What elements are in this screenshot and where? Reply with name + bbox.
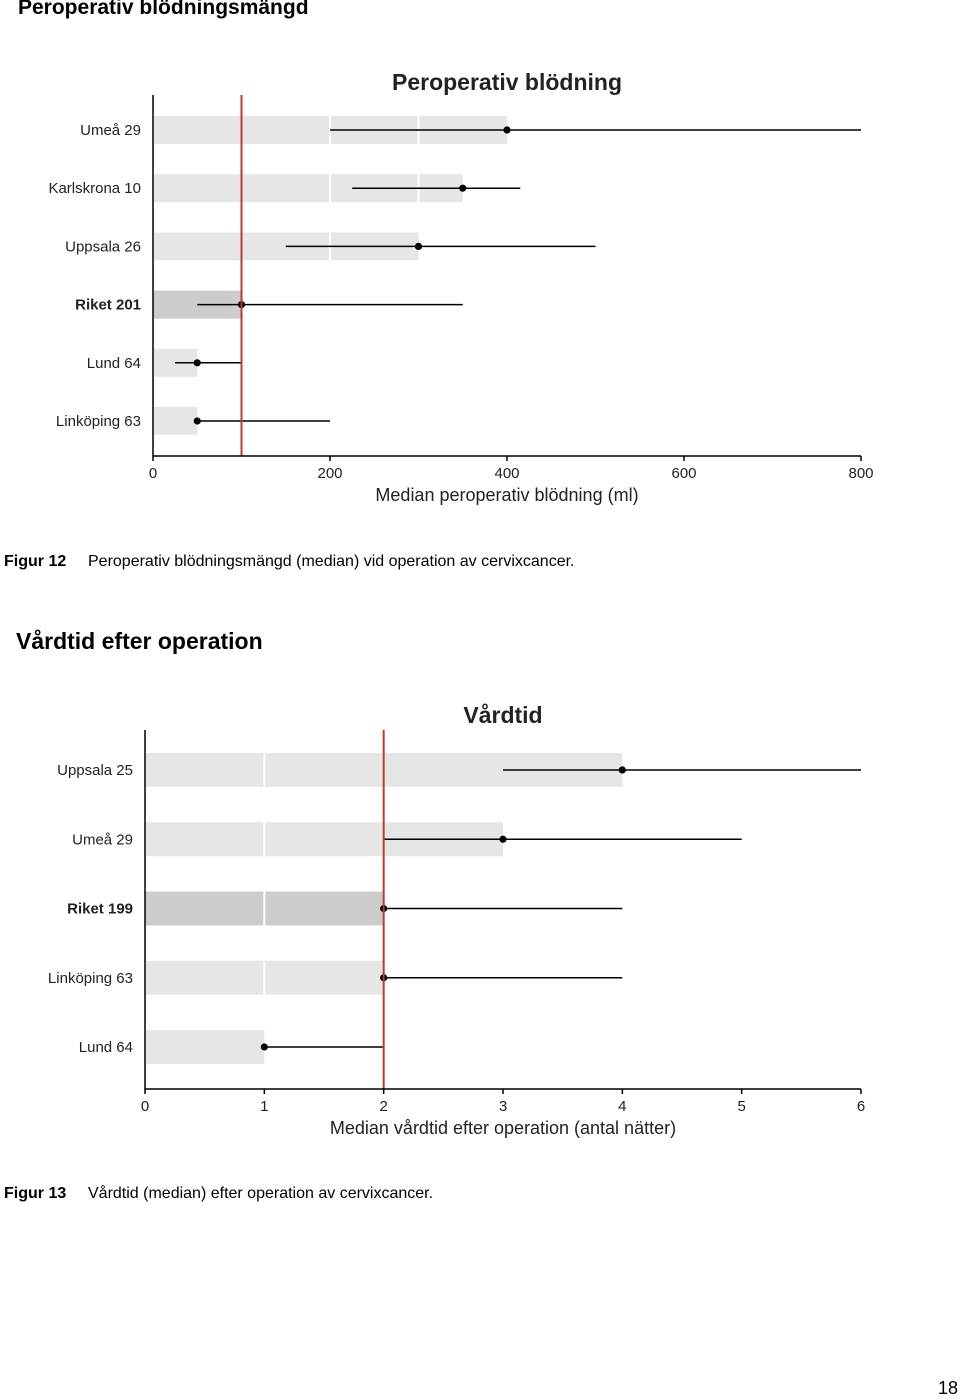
x-tick-label: 3 [499,1098,507,1115]
x-axis-label: Median vårdtid efter operation (antal nä… [330,1118,676,1138]
x-tick-label: 2 [379,1098,387,1115]
category-label: Linköping 63 [48,970,133,987]
chart-title: Peroperativ blödning [392,69,622,95]
data-point [260,1043,268,1051]
length-of-stay-chart: Vårdtid Uppsala 25 Umeå 29 Riket 199 Linköpi… [48,702,865,1138]
x-tick-label: 0 [149,465,157,482]
category-label: Umeå 29 [80,122,141,139]
figure-13-caption: Figur 13 Vårdtid (median) efter operation… [4,1185,433,1203]
data-point [193,417,201,425]
x-tick-label: 1 [260,1098,268,1115]
figure-12-label: Figur 12 [4,553,67,570]
section-heading-bleeding: Peroperativ blödningsmängd [18,0,309,19]
data-point [618,766,626,774]
bar [145,1030,265,1064]
figure-13-text: Vårdtid (median) efter operation av cerv… [88,1185,434,1202]
bleeding-chart: Peroperativ blödning Umeå 29 Karlskrona 10… [48,69,873,505]
category-label: Riket 199 [67,901,133,918]
x-tick-label: 200 [317,465,342,482]
x-axis-label: Median peroperativ blödning (ml) [375,485,638,505]
data-point [459,184,467,192]
x-tick-label: 400 [494,465,519,482]
category-label: Karlskrona 10 [48,180,141,197]
x-tick-label: 6 [857,1098,865,1115]
bar [153,407,198,435]
data-point [503,126,511,134]
category-label: Lund 64 [87,355,141,372]
data-point [499,835,507,843]
figure-12-text: Peroperativ blödningsmängd (median) vid … [88,553,575,570]
x-tick-label: 600 [671,465,696,482]
data-point [414,242,423,250]
category-label: Riket 201 [75,297,141,314]
page-number: 18 [937,1378,958,1398]
chart-title: Vårdtid [463,702,542,728]
figure-12-caption: Figur 12 Peroperativ blödningsmängd (medi… [4,553,574,571]
x-tick-label: 4 [618,1098,626,1115]
data-point [193,359,201,367]
category-label: Uppsala 25 [57,762,133,779]
x-tick-label: 800 [848,465,873,482]
category-label: Linköping 63 [56,413,141,430]
figure-13-label: Figur 13 [4,1185,67,1202]
x-tick-label: 0 [141,1098,149,1115]
section-heading-stay: Vårdtid efter operation [16,628,263,654]
x-tick-label: 5 [737,1098,745,1115]
category-label: Uppsala 26 [65,238,141,255]
category-label: Lund 64 [79,1039,133,1056]
category-label: Umeå 29 [72,831,133,848]
